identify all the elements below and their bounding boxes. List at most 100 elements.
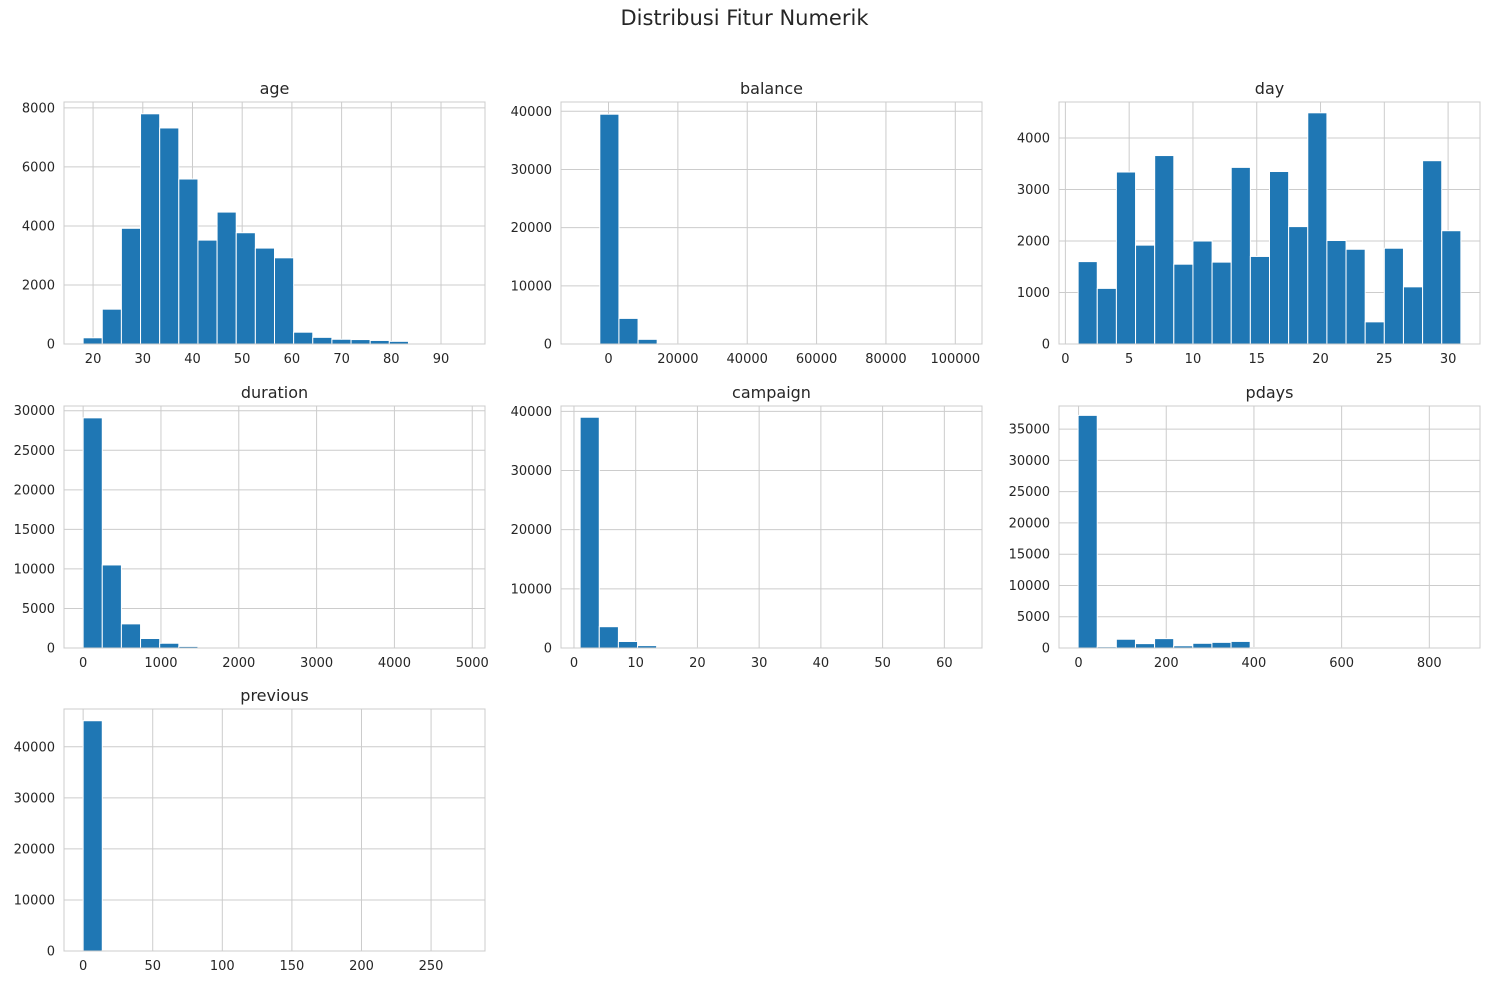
histogram-bar — [618, 317, 639, 345]
figure-title: Distribusi Fitur Numerik — [620, 6, 869, 30]
axes-frame — [1058, 101, 1481, 345]
axes-frame — [63, 708, 486, 952]
histogram-bar — [82, 720, 103, 952]
axes-frame — [560, 101, 983, 345]
x-tick-label: 10 — [627, 656, 644, 671]
x-tick-label: 20000 — [657, 352, 698, 367]
y-tick-label: 2000 — [22, 278, 55, 293]
x-tick-label: 25 — [1376, 352, 1393, 367]
histogram-bar — [1441, 230, 1462, 345]
histogram-bar — [1115, 171, 1137, 345]
x-tick-label: 100000 — [930, 352, 980, 367]
histogram-bar — [120, 227, 142, 345]
x-tick-label: 40 — [813, 656, 830, 671]
y-tick-label: 20000 — [14, 483, 55, 498]
histogram-bar — [159, 127, 180, 345]
histogram-bar — [1077, 414, 1098, 649]
histogram-bar — [1115, 638, 1136, 649]
x-tick-label: 250 — [419, 959, 444, 974]
histogram-bar — [369, 339, 390, 345]
y-tick-label: 20000 — [1009, 516, 1050, 531]
axes-frame — [63, 101, 486, 345]
histogram-bar — [1154, 638, 1175, 649]
x-tick-label: 15 — [1248, 352, 1265, 367]
y-tick-label: 20000 — [511, 221, 552, 236]
y-tick-label: 30000 — [14, 404, 55, 419]
histogram-bar — [235, 232, 256, 345]
y-tick-label: 0 — [47, 642, 55, 657]
x-tick-label: 0 — [604, 352, 612, 367]
y-tick-label: 40000 — [14, 740, 55, 755]
histogram-bar — [1192, 240, 1213, 345]
subplot-title: pdays — [1246, 383, 1294, 402]
y-tick-label: 10000 — [1009, 579, 1050, 594]
axes-frame — [560, 405, 983, 649]
y-tick-label: 5000 — [22, 602, 55, 617]
y-tick-label: 25000 — [1009, 485, 1050, 500]
histogram-bar — [1192, 642, 1213, 649]
x-tick-label: 0 — [79, 656, 87, 671]
histogram-bar — [1422, 160, 1443, 345]
x-tick-label: 0 — [79, 959, 87, 974]
histogram-bar — [140, 113, 161, 345]
x-tick-label: 60 — [936, 656, 953, 671]
x-tick-label: 10 — [1185, 352, 1202, 367]
x-tick-label: 20 — [85, 352, 102, 367]
histogram-bar — [1326, 240, 1347, 345]
histogram-bar — [1230, 166, 1251, 345]
y-tick-label: 30000 — [511, 163, 552, 178]
y-tick-label: 30000 — [511, 464, 552, 479]
x-tick-label: 5 — [1125, 352, 1133, 367]
y-tick-label: 4000 — [1017, 132, 1050, 147]
histogram-bar — [1211, 261, 1232, 345]
y-tick-label: 6000 — [22, 160, 55, 175]
histogram-bar — [254, 247, 275, 345]
histogram-bar — [312, 336, 333, 345]
subplot-balance: 0 20000 40000 60000 80000 100000 0 10000 20000 30… — [511, 79, 983, 367]
subplot-age: 20 30 40 50 60 70 80 90 0 2000 4000 6000 8000 age — [22, 79, 486, 367]
y-tick-label: 1000 — [1017, 286, 1050, 301]
x-tick-label: 80 — [383, 352, 400, 367]
y-tick-label: 0 — [544, 338, 552, 353]
subplot-title: campaign — [732, 383, 811, 402]
x-tick-label: 0 — [1061, 352, 1069, 367]
y-tick-label: 40000 — [511, 105, 552, 120]
axes-frame — [1058, 405, 1481, 649]
y-tick-label: 10000 — [511, 279, 552, 294]
histogram-bar — [599, 113, 620, 345]
x-tick-label: 20 — [1312, 352, 1329, 367]
x-tick-label: 600 — [1329, 656, 1354, 671]
y-tick-label: 10000 — [511, 582, 552, 597]
histogram-bar — [101, 564, 122, 649]
x-tick-label: 40000 — [727, 352, 768, 367]
y-tick-label: 4000 — [22, 219, 55, 234]
x-tick-label: 30 — [135, 352, 152, 367]
x-tick-label: 100 — [210, 959, 235, 974]
histogram-bar — [159, 642, 180, 649]
histogram-bar — [1345, 248, 1366, 345]
x-tick-label: 60 — [284, 352, 301, 367]
histogram-bar — [1211, 641, 1232, 649]
y-tick-label: 20000 — [511, 523, 552, 538]
x-tick-label: 30 — [751, 656, 768, 671]
y-tick-label: 5000 — [1017, 610, 1050, 625]
histogram-bar — [120, 623, 142, 649]
y-tick-label: 10000 — [14, 893, 55, 908]
x-tick-label: 30 — [1440, 352, 1457, 367]
histogram-bar — [82, 337, 103, 345]
histogram-bar — [197, 239, 218, 345]
y-tick-label: 2000 — [1017, 235, 1050, 250]
histogram-bar — [1402, 286, 1424, 345]
histogram-bar — [216, 211, 237, 345]
x-tick-label: 150 — [279, 959, 304, 974]
x-tick-label: 1000 — [144, 656, 177, 671]
subplot-duration: 0 1000 2000 3000 4000 5000 0 5000 10000 15000 2000… — [14, 383, 489, 671]
x-tick-label: 200 — [1154, 656, 1179, 671]
y-tick-label: 35000 — [1009, 423, 1050, 438]
y-tick-label: 0 — [544, 642, 552, 657]
histogram-bar — [82, 417, 103, 649]
histogram-bar — [1383, 247, 1404, 345]
x-tick-label: 70 — [333, 352, 350, 367]
y-tick-label: 10000 — [14, 562, 55, 577]
